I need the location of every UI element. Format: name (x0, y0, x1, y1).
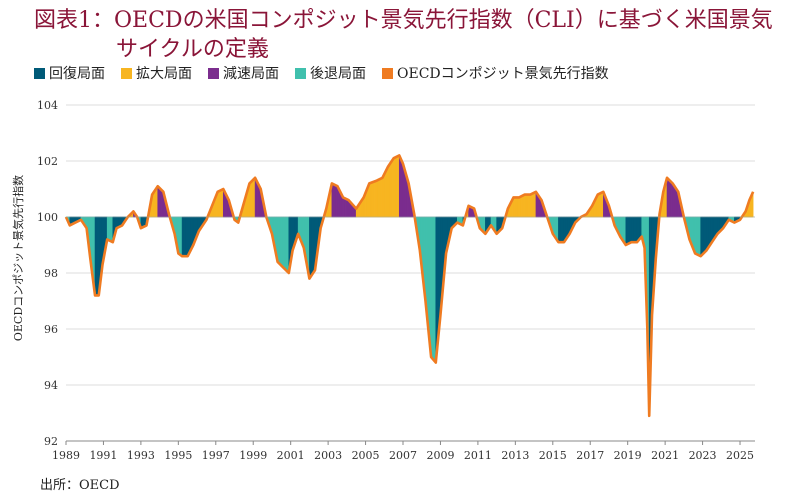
chart-title-line2: サイクルの定義 (116, 37, 269, 62)
source-note: 出所：OECD (40, 478, 120, 493)
cli-line (64, 154, 755, 418)
y-tick-102: 102 (37, 155, 58, 168)
legend-label-expansion: 拡大局面 (136, 66, 192, 82)
x-tick-1999: 1999 (239, 449, 267, 462)
legend-label-slowdown: 減速局面 (223, 66, 279, 82)
x-tick-2025: 2025 (726, 449, 754, 462)
chart-title: 図表1：OECDの米国コンポジット景気先行指数（CLI）に基づく米国景気 サイク… (34, 6, 794, 64)
legend-swatch-expansion (121, 67, 132, 79)
legend-label-recovery: 回復局面 (49, 66, 105, 82)
legend-swatch-cli (382, 67, 393, 79)
legend-item-slowdown: 減速局面 (208, 63, 279, 83)
y-tick-94: 94 (44, 379, 58, 392)
legend-swatch-recovery (34, 67, 45, 79)
y-tick-96: 96 (44, 323, 58, 336)
y-axis: 92 94 96 98 100 102 104 (37, 99, 58, 448)
x-axis: 1989 1991 1993 1995 1997 1999 2001 2003 2005 2007… (52, 440, 755, 462)
legend-item-expansion: 拡大局面 (121, 63, 192, 83)
chart-legend: 回復局面 拡大局面 減速局面 後退局面 OECDコンポジット景気先行指数 (34, 63, 609, 83)
x-tick-1991: 1991 (89, 449, 117, 462)
legend-swatch-slowdown (208, 67, 219, 79)
x-tick-2017: 2017 (576, 449, 604, 462)
x-tick-2021: 2021 (651, 449, 679, 462)
x-tick-2013: 2013 (501, 449, 529, 462)
y-axis-label: OECDコンポジット景気先行指数 (11, 175, 25, 341)
x-tick-2015: 2015 (539, 449, 567, 462)
y-tick-100: 100 (37, 211, 58, 224)
y-tick-92: 92 (44, 435, 58, 448)
legend-item-cli: OECDコンポジット景気先行指数 (382, 63, 609, 83)
x-tick-2019: 2019 (614, 449, 642, 462)
x-tick-1995: 1995 (164, 449, 192, 462)
x-tick-2001: 2001 (277, 449, 305, 462)
x-tick-2003: 2003 (314, 449, 342, 462)
x-tick-2023: 2023 (689, 449, 717, 462)
y-tick-104: 104 (37, 99, 58, 112)
cli-line-group (64, 154, 755, 418)
x-tick-1989: 1989 (52, 449, 80, 462)
x-tick-2005: 2005 (352, 449, 380, 462)
legend-swatch-recession (295, 67, 306, 79)
legend-item-recession: 後退局面 (295, 63, 366, 83)
legend-item-recovery: 回復局面 (34, 63, 105, 83)
y-tick-98: 98 (44, 267, 58, 280)
legend-label-cli: OECDコンポジット景気先行指数 (397, 66, 609, 82)
x-tick-2011: 2011 (464, 449, 492, 462)
x-tick-1993: 1993 (127, 449, 155, 462)
chart-title-line1: 図表1：OECDの米国コンポジット景気先行指数（CLI）に基づく米国景気 (34, 8, 773, 33)
x-tick-2007: 2007 (389, 449, 417, 462)
x-tick-1997: 1997 (202, 449, 230, 462)
x-tick-2009: 2009 (426, 449, 454, 462)
legend-label-recession: 後退局面 (310, 66, 366, 82)
